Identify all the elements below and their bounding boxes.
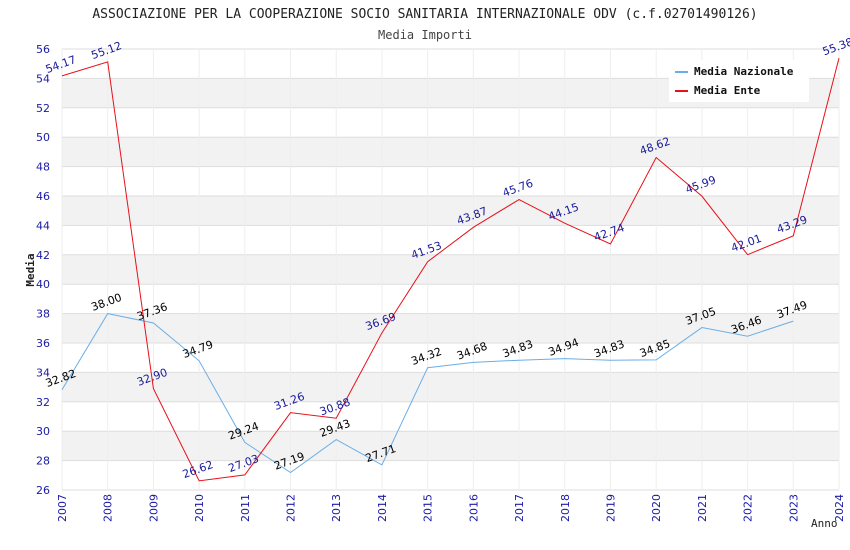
x-tick-label: 2009 [147,494,160,522]
x-tick-label: 2010 [193,494,206,522]
grid-band [62,166,839,196]
grid-band [62,401,839,432]
grid-band [62,254,839,285]
x-tick-label: 2015 [422,494,435,522]
y-tick-label: 38 [36,308,50,321]
y-tick-label: 48 [36,161,50,174]
grid-band [62,196,839,226]
x-tick-label: 2021 [696,494,709,522]
y-tick-label: 50 [36,131,50,144]
x-tick-label: 2023 [787,494,800,522]
y-axis-label: Media [24,253,37,286]
x-tick-label: 2017 [513,494,526,522]
y-tick-label: 54 [36,72,50,85]
y-tick-label: 44 [36,219,50,232]
legend: Media Nazionale Media Ente [669,60,809,102]
chart-title: ASSOCIAZIONE PER LA COOPERAZIONE SOCIO S… [92,7,757,22]
x-tick-label: 2008 [102,494,115,522]
x-tick-label: 2014 [376,494,389,522]
x-tick-label: 2019 [604,494,617,522]
y-tick-label: 40 [36,278,50,291]
y-tick-label: 26 [36,484,50,497]
x-tick-label: 2024 [833,494,846,522]
grid-band [62,460,839,490]
x-tick-label: 2007 [56,494,69,522]
grid-band [62,137,839,167]
y-tick-label: 30 [36,425,50,438]
grid-band [62,372,839,402]
grid-bands [62,49,839,490]
legend-label-media-ente: Media Ente [694,84,761,97]
x-axis-label: Anno [811,517,838,530]
grid-band [62,343,839,373]
y-tick-label: 46 [36,190,50,203]
y-tick-label: 34 [36,366,50,379]
y-tick-label: 28 [36,455,50,468]
x-tick-label: 2022 [742,494,755,522]
x-tick-label: 2018 [559,494,572,522]
x-tick-label: 2011 [239,494,252,522]
chart-subtitle: Media Importi [378,28,472,42]
grid-band [62,284,839,314]
y-tick-label: 36 [36,337,50,350]
grid-band [62,107,839,138]
x-tick-label: 2016 [467,494,480,522]
x-axis-ticks: 2007 2008 2009 2010 2011 2012 2013 2014 2015 2016… [56,494,846,522]
x-tick-label: 2020 [650,494,663,522]
series-line-media-ente [61,57,840,482]
legend-label-media-nazionale: Media Nazionale [694,65,794,78]
series-lines [61,57,840,482]
x-tick-label: 2013 [330,494,343,522]
y-tick-label: 32 [36,396,50,409]
y-axis-ticks: 26 28 30 32 34 36 38 40 42 44 46 48 50 52 54 56 [36,43,50,497]
grid-band [62,313,839,343]
series-line-media-nazionale [61,313,794,474]
y-tick-label: 52 [36,102,50,115]
y-tick-label: 56 [36,43,50,56]
legend-background [669,60,809,102]
y-tick-label: 42 [36,249,50,262]
grid-band [62,225,839,255]
grid-lines [61,48,840,491]
x-tick-label: 2012 [285,494,298,522]
grid-band [62,431,839,461]
